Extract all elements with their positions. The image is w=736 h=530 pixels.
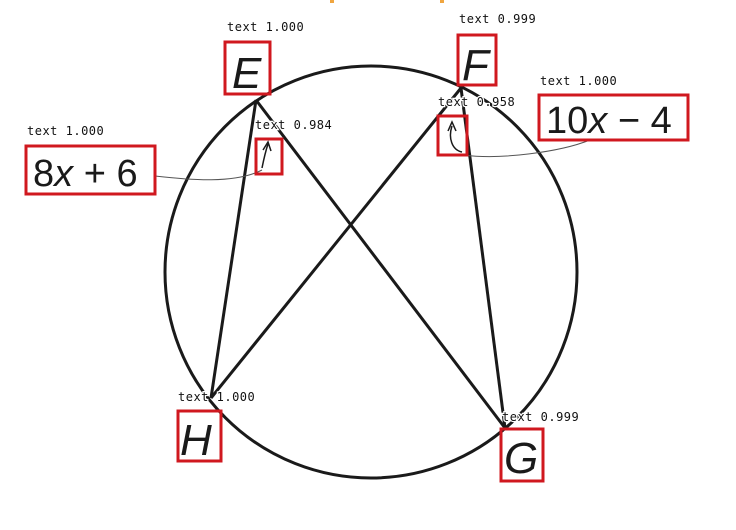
top-edge-mark-2 <box>440 0 444 3</box>
expression-left-coef: 8 <box>33 153 54 195</box>
detection-tag-H: text 1.000 <box>178 390 255 404</box>
detection-box-G <box>499 427 545 483</box>
point-label-F: F <box>462 41 491 90</box>
arrowhead-F <box>447 120 457 132</box>
leader-left <box>154 169 263 181</box>
detection-tag-expr-right: text 1.000 <box>540 74 617 88</box>
point-label-G: G <box>504 434 538 483</box>
angle-arc-E <box>261 143 269 169</box>
chord-FH <box>209 87 463 399</box>
expression-right-coef: 10 <box>546 100 588 142</box>
detection-tag-arc-left: text 0.984 <box>255 118 332 132</box>
chord-EH <box>209 99 258 399</box>
point-label-E: E <box>232 49 262 98</box>
detection-boxes <box>24 33 690 483</box>
expression-left-op: + <box>73 153 116 195</box>
circle <box>163 64 579 480</box>
expression-right-op: − <box>607 100 650 142</box>
arrowhead-E <box>262 140 272 152</box>
detection-box-expr-right <box>537 93 690 142</box>
detection-box-H <box>176 409 223 463</box>
leader-right <box>463 139 591 157</box>
detection-box-E <box>223 40 272 96</box>
expression-right-const: 4 <box>651 100 672 142</box>
expression-right: 10x − 4 <box>546 100 672 142</box>
detection-box-expr-left <box>24 144 157 196</box>
detection-box-arc-left <box>254 137 284 176</box>
detection-tag-G: text 0.999 <box>502 410 579 424</box>
detection-box-arc-right <box>436 114 469 157</box>
point-label-H: H <box>180 416 212 465</box>
detection-tag-expr-left: text 1.000 <box>27 124 104 138</box>
expression-right-var: x <box>586 100 609 142</box>
detection-tag-E: text 1.000 <box>227 20 304 34</box>
angle-arc-F <box>449 125 463 153</box>
expression-left: 8x + 6 <box>33 153 138 195</box>
expression-left-const: 6 <box>116 153 137 195</box>
expression-left-var: x <box>52 153 75 195</box>
chord-EG <box>254 99 507 429</box>
detection-box-F <box>456 33 498 87</box>
top-edge-mark <box>330 0 334 3</box>
detection-tag-F: text 0.999 <box>459 12 536 26</box>
detection-tag-arc-right: text 0.958 <box>438 95 515 109</box>
